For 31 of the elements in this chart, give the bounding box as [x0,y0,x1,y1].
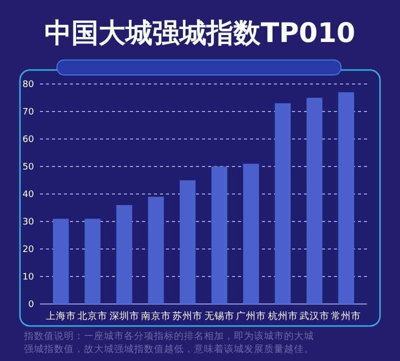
y-tick-label: 0 [28,300,34,310]
x-tick-label: 广州市 [236,310,266,322]
bar [180,180,196,304]
x-tick-label: 苏州市 [172,310,203,322]
x-tick-label: 无锡市 [204,310,234,322]
y-tick-label: 20 [22,245,34,256]
y-tick-label: 60 [22,135,34,146]
bar [148,196,164,304]
bar [211,166,228,304]
y-tick-label: 30 [22,218,34,228]
bar [306,98,322,304]
bar [116,205,132,304]
y-tick-label: 50 [22,162,34,173]
x-tick-label: 深圳市 [109,310,140,322]
chart-title: 中国大城强城指数TP010 [44,18,356,49]
bar [84,218,100,304]
y-tick-label: 80 [22,80,34,90]
y-tick-label: 70 [22,108,34,118]
x-tick-label: 杭州市 [266,310,298,322]
bar [52,218,69,304]
bar [338,92,354,304]
x-tick-label: 武汉市 [299,310,330,322]
x-tick-label: 上海市 [46,310,76,322]
y-tick-label: 10 [22,272,34,283]
y-tick-label: 40 [22,190,34,200]
x-tick-label: 常州市 [331,310,362,322]
x-tick-label: 北京市 [78,310,108,322]
x-tick-label: 南京市 [140,310,171,322]
bar [274,103,291,304]
text: 指数值说明：一座城市各分项指标的排名相加，即为该城市的大城强城指数值，故大城强城指数值越低，意味着该城发展质量越佳。 [23,330,314,355]
bar [243,164,259,304]
